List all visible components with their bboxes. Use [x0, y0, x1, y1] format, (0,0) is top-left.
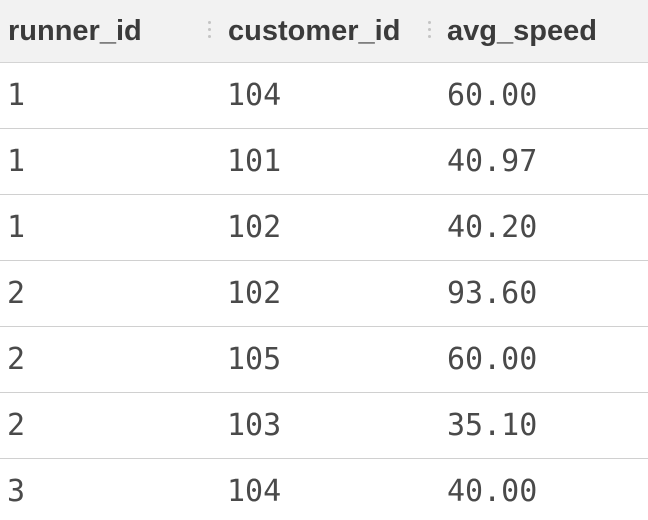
table-row: 1 101 40.97	[0, 129, 648, 195]
cell-runner-id: 1	[7, 210, 26, 245]
table-row: 1 102 40.20	[0, 195, 648, 261]
cell-avg-speed: 93.60	[447, 276, 538, 311]
column-header-customer-id[interactable]: customer_id	[228, 15, 401, 47]
cell-runner-id: 1	[7, 78, 26, 113]
cell-avg-speed: 40.20	[447, 210, 538, 245]
cell-avg-speed: 60.00	[447, 78, 538, 113]
column-resize-handle-icon[interactable]	[428, 21, 432, 43]
table-row: 2 102 93.60	[0, 261, 648, 327]
table-row: 2 103 35.10	[0, 393, 648, 459]
table-row: 3 104 40.00	[0, 459, 648, 520]
column-resize-handle-icon[interactable]	[208, 21, 212, 43]
cell-runner-id: 3	[7, 474, 26, 509]
cell-customer-id: 104	[227, 474, 282, 509]
cell-customer-id: 103	[227, 408, 282, 443]
column-header-runner-id[interactable]: runner_id	[8, 15, 142, 47]
cell-customer-id: 102	[227, 276, 282, 311]
column-header-avg-speed[interactable]: avg_speed	[447, 15, 597, 47]
table-row: 1 104 60.00	[0, 63, 648, 129]
cell-avg-speed: 40.00	[447, 474, 538, 509]
cell-customer-id: 104	[227, 78, 282, 113]
cell-customer-id: 102	[227, 210, 282, 245]
cell-customer-id: 105	[227, 342, 282, 377]
table-row: 2 105 60.00	[0, 327, 648, 393]
cell-customer-id: 101	[227, 144, 282, 179]
cell-avg-speed: 40.97	[447, 144, 538, 179]
cell-runner-id: 2	[7, 276, 26, 311]
cell-runner-id: 2	[7, 342, 26, 377]
cell-avg-speed: 35.10	[447, 408, 538, 443]
cell-avg-speed: 60.00	[447, 342, 538, 377]
cell-runner-id: 2	[7, 408, 26, 443]
cell-runner-id: 1	[7, 144, 26, 179]
table-header: runner_id customer_id avg_speed	[0, 0, 648, 63]
